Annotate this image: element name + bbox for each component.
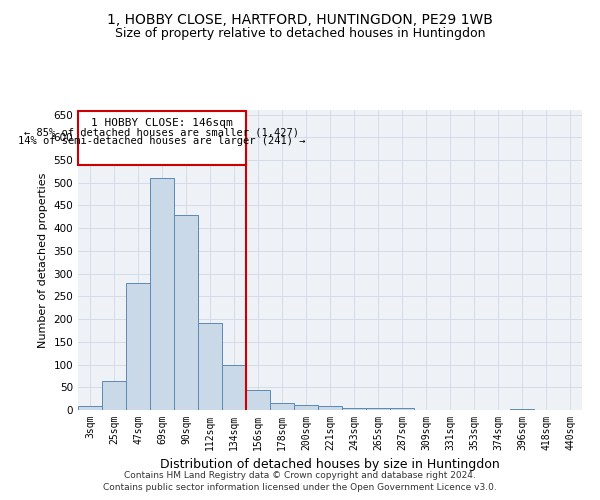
Bar: [174, 214, 198, 410]
Bar: [510, 408, 534, 410]
Bar: [150, 178, 174, 410]
Text: Contains HM Land Registry data © Crown copyright and database right 2024.: Contains HM Land Registry data © Crown c…: [124, 471, 476, 480]
Bar: [78, 406, 102, 410]
Text: Size of property relative to detached houses in Huntingdon: Size of property relative to detached ho…: [115, 28, 485, 40]
Bar: [102, 382, 126, 410]
Text: 1 HOBBY CLOSE: 146sqm: 1 HOBBY CLOSE: 146sqm: [91, 118, 233, 128]
Bar: [78, 111, 246, 166]
Bar: [366, 408, 390, 410]
Text: ← 85% of detached houses are smaller (1,427): ← 85% of detached houses are smaller (1,…: [25, 128, 299, 138]
Y-axis label: Number of detached properties: Number of detached properties: [38, 172, 48, 348]
Text: Contains public sector information licensed under the Open Government Licence v3: Contains public sector information licen…: [103, 484, 497, 492]
Bar: [126, 282, 150, 410]
X-axis label: Distribution of detached houses by size in Huntingdon: Distribution of detached houses by size …: [160, 458, 500, 471]
Text: 14% of semi-detached houses are larger (241) →: 14% of semi-detached houses are larger (…: [18, 136, 306, 146]
Bar: [390, 408, 414, 410]
Bar: [246, 390, 270, 410]
Text: 1, HOBBY CLOSE, HARTFORD, HUNTINGDON, PE29 1WB: 1, HOBBY CLOSE, HARTFORD, HUNTINGDON, PE…: [107, 12, 493, 26]
Bar: [342, 408, 366, 410]
Bar: [198, 322, 222, 410]
Bar: [270, 403, 294, 410]
Bar: [318, 406, 342, 410]
Bar: [222, 364, 246, 410]
Bar: [294, 406, 318, 410]
